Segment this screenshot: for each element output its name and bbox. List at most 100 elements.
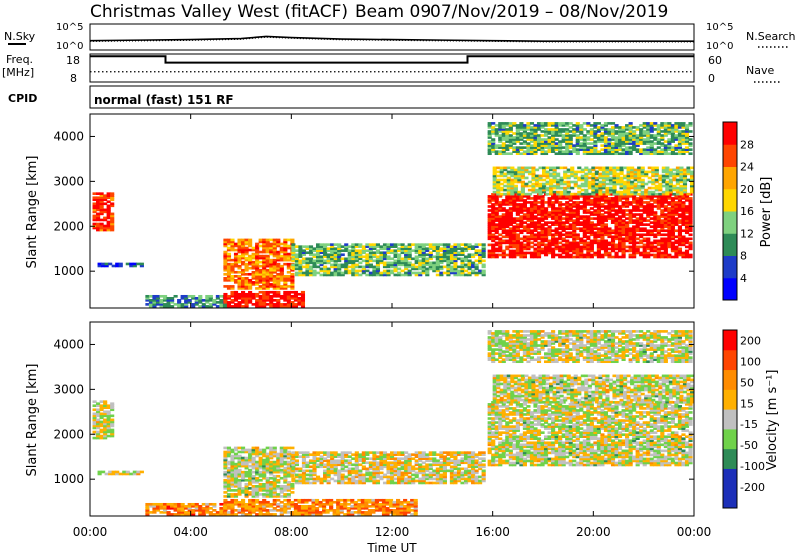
power-cell (626, 174, 631, 178)
velocity-cell (96, 404, 101, 408)
power-cell (614, 138, 619, 141)
power-cell (230, 240, 235, 244)
power-cell (286, 285, 291, 288)
velocity-heatmap (92, 330, 695, 516)
power-cell (586, 211, 591, 214)
power-cell (551, 207, 556, 210)
velocity-cell (99, 404, 104, 408)
velocity-cell (187, 504, 192, 508)
power-cell (565, 217, 570, 220)
power-cell (551, 136, 556, 139)
power-cell (258, 294, 263, 298)
power-cell (513, 172, 518, 176)
power-cell (522, 134, 527, 137)
power-cell (456, 251, 462, 255)
power-cell (565, 241, 570, 245)
power-cell (491, 195, 496, 198)
power-cell (561, 197, 566, 200)
velocity-cell (191, 502, 196, 506)
velocity-cell (97, 470, 102, 474)
velocity-cell (244, 513, 249, 516)
power-cell (596, 138, 601, 141)
power-cell (628, 122, 633, 125)
power-cell (505, 253, 510, 257)
power-cell (494, 209, 499, 212)
power-cell (639, 235, 644, 239)
power-cell (103, 194, 108, 198)
power-cell (330, 243, 335, 246)
power-cell (269, 296, 274, 300)
power-cell (660, 126, 665, 129)
power-cell (294, 253, 299, 257)
power-cell (663, 237, 668, 241)
power-cell (180, 305, 185, 308)
velocity-cell (177, 511, 182, 514)
velocity-cell (269, 470, 274, 474)
power-cell (603, 138, 609, 141)
power-cell (577, 184, 582, 188)
velocity-cell (237, 502, 242, 506)
velocity-cell (258, 464, 263, 468)
power-cell (519, 225, 524, 228)
power-cell (549, 180, 554, 184)
power-cell (491, 237, 496, 241)
velocity-cell (96, 418, 101, 422)
power-cell (513, 178, 518, 182)
power-cell (625, 217, 630, 220)
power-cell (619, 190, 624, 194)
power-cell (498, 227, 503, 231)
power-cell (498, 225, 503, 228)
velocity-cell (223, 498, 228, 502)
power-cell (439, 255, 444, 259)
power-cell (536, 233, 542, 237)
power-cell (487, 199, 492, 202)
velocity-cell (103, 410, 108, 414)
power-cell (674, 211, 679, 214)
power-cell (589, 132, 594, 135)
power-cell (344, 257, 349, 261)
power-cell (621, 239, 626, 243)
power-cell (233, 254, 239, 258)
power-cell (565, 197, 570, 200)
power-cell (372, 273, 377, 277)
power-cell (670, 203, 675, 206)
power-cell (442, 245, 447, 248)
power-cell (558, 233, 563, 237)
power-cell (635, 219, 640, 222)
power-cell (568, 142, 573, 145)
power-cell (201, 305, 206, 308)
power-cell (512, 146, 517, 149)
power-cell (612, 168, 617, 172)
power-cell (625, 199, 630, 202)
power-cell (517, 176, 522, 180)
power-cell (531, 176, 536, 180)
power-cell (688, 148, 693, 151)
power-cell (572, 245, 577, 249)
power-cell (656, 140, 661, 143)
power-cell (418, 263, 423, 267)
power-cell (600, 241, 605, 245)
velocity-cell (248, 487, 253, 490)
power-cell (148, 294, 154, 298)
velocity-cell (265, 464, 270, 468)
power-cell (558, 237, 563, 241)
power-cell (290, 285, 295, 288)
power-cell (368, 265, 373, 269)
power-cell (319, 247, 324, 250)
power-cell (584, 180, 589, 184)
power-cell (540, 251, 545, 255)
power-cell (540, 199, 545, 202)
power-cell (487, 221, 492, 224)
power-cell (565, 130, 570, 133)
power-cell (520, 174, 525, 178)
power-cell (582, 243, 587, 247)
power-cell (632, 134, 637, 137)
velocity-cell (110, 434, 115, 438)
power-cell (625, 203, 630, 206)
power-cell (425, 259, 430, 263)
power-cell (241, 290, 246, 294)
power-cell (536, 243, 542, 247)
power-cell (297, 303, 302, 306)
power-cell (99, 218, 104, 222)
power-cell (635, 223, 640, 226)
